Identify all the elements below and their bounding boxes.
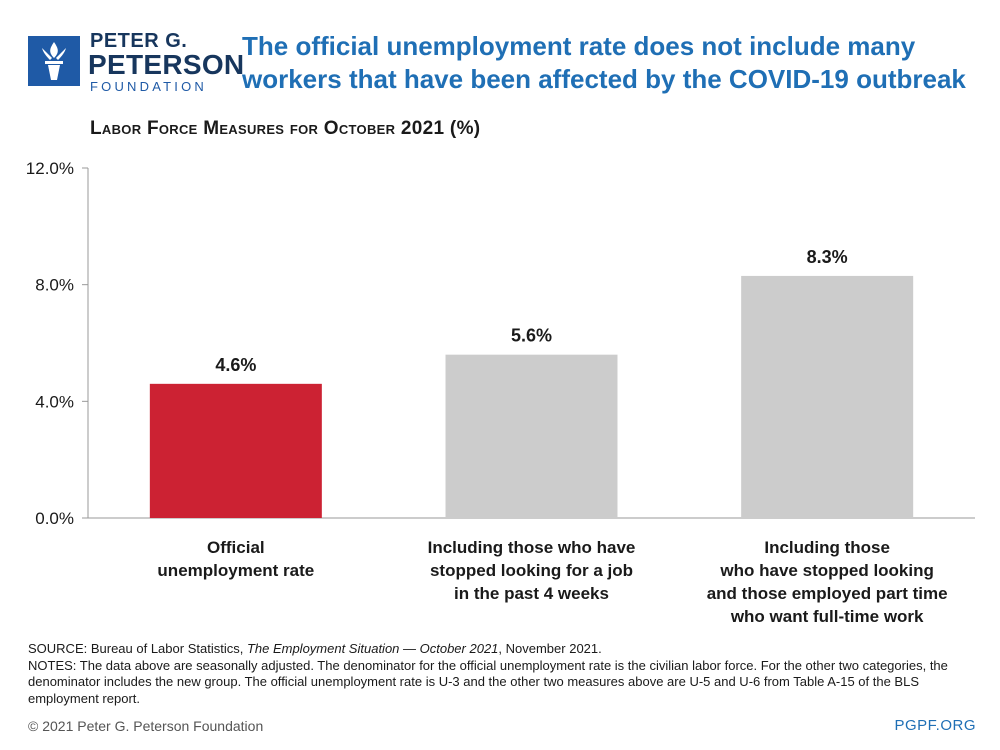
x-tick-label-line: and those employed part time (707, 584, 948, 603)
logo-text-line3: FOUNDATION (90, 79, 207, 94)
footer-notes: SOURCE: Bureau of Labor Statistics, The … (28, 641, 978, 707)
x-tick-label-line: stopped looking for a job (430, 561, 633, 580)
bar (445, 354, 618, 518)
source-suffix: , November 2021. (498, 641, 602, 656)
bar-chart: 0.0% 4.0% 8.0% 12.0% 4.6% Official unemploymen… (26, 159, 975, 626)
x-tick-label-line: who want full-time work (730, 607, 924, 626)
chart-subtitle: Labor Force Measures for October 2021 (%… (90, 118, 481, 139)
logo-text-line2: PETERSON (88, 49, 245, 80)
x-tick-label: Official unemployment rate (157, 538, 314, 580)
source-title: The Employment Situation — October 2021 (246, 641, 499, 656)
x-tick-label-line: unemployment rate (157, 561, 314, 580)
y-tick-label: 8.0% (35, 276, 74, 295)
notes-text: NOTES: The data above are seasonally adj… (28, 657, 948, 706)
source-prefix: SOURCE: Bureau of Labor Statistics, (28, 641, 247, 656)
pgpf-logo: PETER G. PETERSON FOUNDATION (28, 26, 244, 96)
torch-icon (28, 36, 80, 86)
y-tick-label: 4.0% (35, 392, 74, 411)
x-tick-label-line: Including those (764, 538, 890, 557)
x-tick-label: Including those who have stopped looking … (428, 538, 636, 603)
headline: The official unemployment rate does not … (242, 31, 966, 94)
data-label: 4.6% (215, 355, 256, 375)
x-tick-label: Including those who have stopped looking a… (707, 538, 948, 626)
site-link[interactable]: PGPF.ORG (894, 717, 976, 734)
logo-text-line1: PETER G. (90, 30, 188, 52)
bar (149, 383, 322, 518)
x-tick-label-line: Including those who have (428, 538, 636, 557)
x-tick-label-line: Official (207, 538, 265, 557)
y-tick-label: 12.0% (26, 159, 74, 178)
y-tick-label: 0.0% (35, 509, 74, 528)
data-label: 5.6% (511, 326, 552, 346)
x-tick-label-line: in the past 4 weeks (454, 584, 609, 603)
x-tick-label-line: who have stopped looking (719, 561, 933, 580)
copyright: © 2021 Peter G. Peterson Foundation (28, 718, 264, 734)
data-label: 8.3% (807, 247, 848, 267)
bar (741, 275, 914, 518)
source-line: SOURCE: Bureau of Labor Statistics, The … (28, 641, 978, 658)
